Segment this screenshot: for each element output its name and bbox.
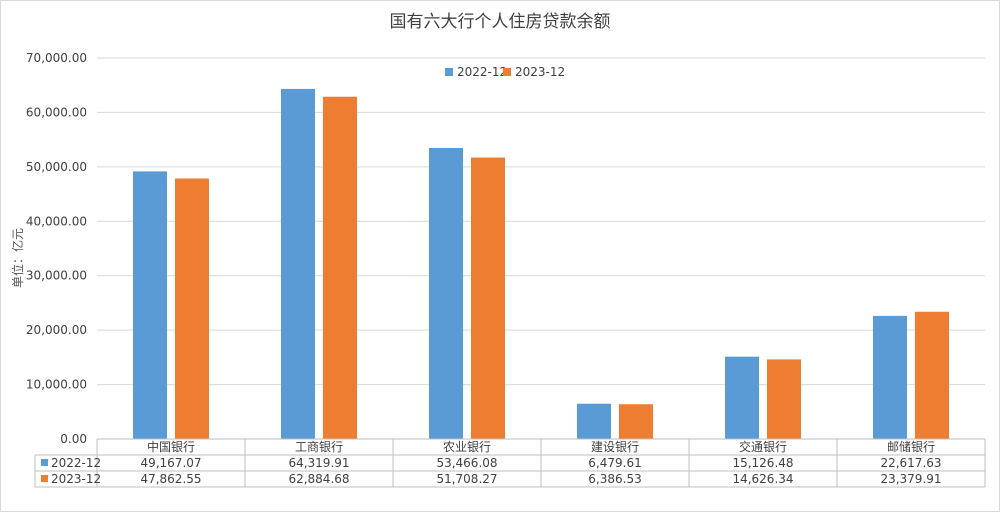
legend-swatch-2023-12 [503, 68, 511, 76]
gridlines [97, 57, 985, 440]
table-legend-key-2023-12 [41, 475, 48, 482]
bar-2022-12-交通银行 [725, 356, 759, 439]
table-cell-value: 51,708.27 [436, 472, 497, 486]
table-cell-value: 47,862.55 [140, 472, 201, 486]
table-cell-value: 23,379.91 [880, 472, 941, 486]
table-cell-value: 15,126.48 [732, 456, 793, 470]
legend-swatch-2022-12 [445, 68, 453, 76]
bar-2023-12-邮储银行 [915, 311, 949, 439]
y-tick-label: 0.00 [60, 432, 87, 446]
legend-label: 2022-12 [457, 65, 507, 79]
bar-2022-12-工商银行 [281, 88, 315, 439]
y-tick-label: 10,000.00 [26, 378, 87, 392]
table-cell-value: 14,626.34 [732, 472, 793, 486]
data-table: 中国银行 工商银行 农业银行 建设银行 交通银行 邮储银行 2022-12 49,167.07… [34, 438, 986, 488]
table-cell-value: 62,884.68 [288, 472, 349, 486]
table-cell-value: 53,466.08 [436, 456, 497, 470]
bar-2023-12-建设银行 [619, 404, 653, 439]
legend-label: 2023-12 [515, 65, 565, 79]
category-label: 农业银行 [443, 440, 491, 454]
table-series-name: 2023-12 [51, 472, 101, 486]
table-legend-key-2022-12 [41, 459, 48, 466]
category-label: 建设银行 [591, 440, 639, 454]
table-series-name: 2022-12 [51, 456, 101, 470]
bar-2022-12-建设银行 [577, 403, 611, 439]
y-axis-label: 单位：亿元 [10, 228, 25, 288]
table-cell-value: 6,386.53 [588, 472, 641, 486]
bar-2023-12-交通银行 [767, 359, 801, 439]
table-cell-value: 22,617.63 [880, 456, 941, 470]
legend: 2022-12 2023-12 [445, 65, 565, 79]
table-cell-value: 6,479.61 [588, 456, 641, 470]
category-label: 邮储银行 [887, 439, 935, 454]
y-tick-label: 20,000.00 [26, 323, 87, 337]
y-tick-label: 70,000.00 [26, 51, 87, 65]
category-label: 中国银行 [147, 439, 195, 454]
y-tick-label: 40,000.00 [26, 214, 87, 228]
category-label: 交通银行 [739, 439, 787, 454]
bar-2022-12-邮储银行 [873, 315, 907, 439]
bars [133, 88, 949, 440]
table-cell-value: 64,319.91 [288, 456, 349, 470]
bar-2022-12-农业银行 [429, 147, 463, 439]
bar-2022-12-中国银行 [133, 171, 167, 439]
y-tick-labels: 0.00 10,000.00 20,000.00 30,000.00 40,000.00… [26, 51, 87, 446]
category-label: 工商银行 [295, 439, 343, 454]
y-tick-label: 30,000.00 [26, 269, 87, 283]
table-cell-value: 49,167.07 [140, 456, 201, 470]
y-tick-label: 50,000.00 [26, 160, 87, 174]
bar-2023-12-农业银行 [471, 157, 505, 440]
bar-2023-12-中国银行 [175, 178, 209, 440]
bar-2023-12-工商银行 [323, 96, 357, 440]
chart-title: 国有六大行个人住房贷款余额 [390, 12, 611, 32]
y-tick-label: 60,000.00 [26, 105, 87, 119]
